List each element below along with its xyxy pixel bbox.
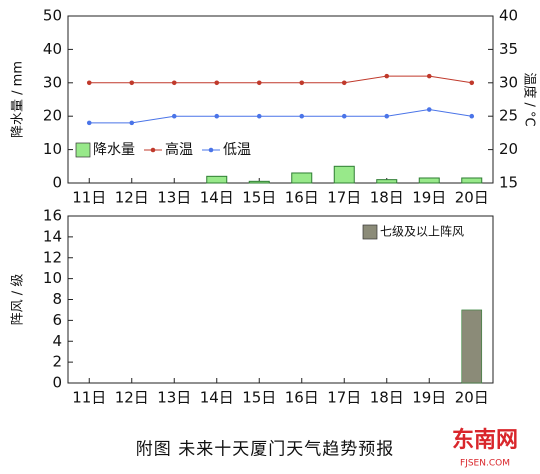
- legend-swatch: [208, 147, 214, 153]
- point: [129, 120, 135, 126]
- legend-label: 降水量: [93, 142, 135, 158]
- y2-tick-label: 20: [499, 140, 518, 158]
- y2-tick-label: 40: [499, 7, 518, 25]
- y-tick-label: 40: [43, 40, 62, 58]
- point: [171, 80, 177, 86]
- plot-frame: [67, 215, 494, 384]
- x-tick-label: 19日: [412, 189, 446, 207]
- y-tick-label: 6: [52, 311, 62, 329]
- watermark-url: FJSEN.COM: [460, 459, 510, 469]
- bar: [376, 179, 398, 184]
- x-tick-label: 14日: [200, 189, 234, 207]
- y-tick-label: 4: [52, 332, 62, 350]
- x-tick-label: 19日: [412, 389, 446, 407]
- y-axis-label: 降水量 / mm: [11, 61, 26, 138]
- point: [341, 80, 347, 86]
- point: [469, 113, 475, 119]
- y-tick-label: 12: [43, 248, 62, 266]
- point: [469, 80, 475, 86]
- y-tick-label: 10: [43, 140, 62, 158]
- x-tick-label: 17日: [327, 389, 361, 407]
- x-tick-label: 16日: [285, 389, 319, 407]
- point: [341, 113, 347, 119]
- point: [214, 113, 220, 119]
- bar: [333, 165, 355, 184]
- x-tick-label: 16日: [285, 189, 319, 207]
- point: [129, 80, 135, 86]
- y2-tick-label: 25: [499, 107, 518, 125]
- y2-axis-label: 温度 / °C: [522, 72, 538, 126]
- legend-swatch: [75, 142, 91, 158]
- y-tick-label: 0: [52, 374, 62, 392]
- legend-label: 低温: [223, 142, 251, 158]
- x-tick-label: 18日: [370, 389, 404, 407]
- caption: 附图 未来十天厦门天气趋势预报: [136, 440, 394, 460]
- point: [256, 80, 262, 86]
- y-tick-label: 20: [43, 107, 62, 125]
- bar: [418, 177, 440, 184]
- watermark-name: 东南网: [452, 427, 518, 453]
- y-tick-label: 8: [52, 290, 62, 308]
- x-tick-label: 15日: [242, 389, 276, 407]
- point: [384, 113, 390, 119]
- line: [89, 75, 472, 84]
- point: [426, 107, 432, 112]
- y-tick-label: 2: [52, 353, 62, 371]
- y2-tick-label: 15: [499, 174, 518, 192]
- bar: [461, 309, 483, 384]
- x-tick-label: 13日: [157, 189, 191, 207]
- y-tick-label: 0: [52, 174, 62, 192]
- y-tick-label: 30: [43, 73, 62, 91]
- x-tick-label: 14日: [200, 389, 234, 407]
- bar: [248, 180, 270, 184]
- point: [299, 80, 305, 86]
- x-tick-label: 15日: [242, 189, 276, 207]
- point: [171, 113, 177, 119]
- plot-frame: [67, 15, 494, 184]
- y-tick-label: 14: [43, 227, 62, 245]
- legend-label: 高温: [165, 141, 193, 158]
- point: [86, 120, 92, 126]
- y-tick-label: 50: [43, 7, 62, 25]
- line: [89, 109, 472, 124]
- y-tick-label: 10: [43, 269, 62, 287]
- point: [384, 73, 390, 79]
- point: [299, 113, 305, 119]
- x-tick-label: 17日: [327, 189, 361, 207]
- legend-swatch: [150, 147, 156, 153]
- bar: [291, 172, 313, 184]
- x-tick-label: 20日: [455, 389, 489, 407]
- x-tick-label: 11日: [72, 189, 106, 207]
- y2-tick-label: 30: [499, 73, 518, 91]
- x-tick-label: 12日: [115, 389, 149, 407]
- y-axis-label: 阵风 / 级: [11, 274, 26, 326]
- x-tick-label: 13日: [157, 389, 191, 407]
- y-tick-label: 16: [43, 207, 62, 225]
- bar: [206, 175, 228, 184]
- point: [86, 80, 92, 86]
- legend-label: 七级及以上阵风: [380, 225, 464, 239]
- point: [214, 80, 220, 86]
- point: [256, 113, 262, 119]
- point: [426, 73, 432, 79]
- x-tick-label: 18日: [370, 189, 404, 207]
- x-tick-label: 11日: [72, 389, 106, 407]
- legend-swatch: [362, 224, 378, 240]
- y2-tick-label: 35: [499, 40, 518, 58]
- x-tick-label: 12日: [115, 189, 149, 207]
- bar: [461, 177, 483, 184]
- x-tick-label: 20日: [455, 189, 489, 207]
